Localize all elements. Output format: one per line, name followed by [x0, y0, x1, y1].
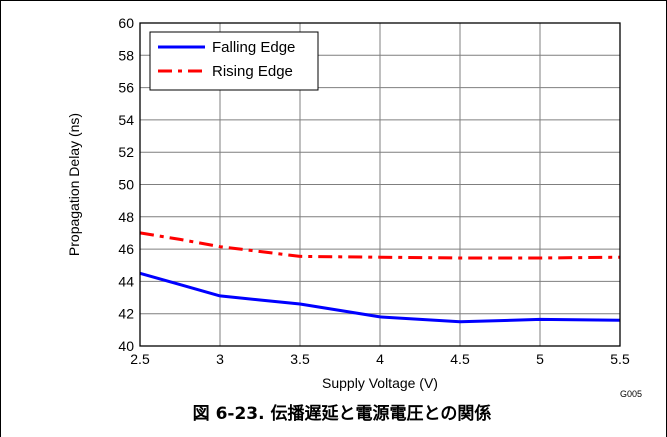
- legend-box: [149, 31, 319, 91]
- tick-labels: 2.5 3 3.5 4 4.5 5 5.5 40 42 44 46 48 50 52 54 56 58 60: [118, 15, 630, 367]
- plot-border: [139, 22, 621, 347]
- propagation-delay-chart: 2.5 3 3.5 4 4.5 5 5.5 40 42 44 46 48 50 52 54 56 58 60 Fa…: [66, 15, 642, 399]
- y-tick-label: 52: [118, 144, 134, 160]
- y-tick-label: 60: [118, 15, 134, 31]
- x-tick-label: 3.5: [290, 351, 310, 367]
- series-line-rising-edge: [139, 231, 621, 260]
- x-tick-label: 2.5: [130, 351, 150, 367]
- y-tick-label: 50: [118, 177, 134, 193]
- x-tick-label: 5: [536, 351, 544, 367]
- x-tick-label: 3: [216, 351, 224, 367]
- figure-code: G005: [620, 389, 642, 399]
- y-axis-label: Propagation Delay (ns): [66, 113, 82, 256]
- x-tick-label: 4: [376, 351, 384, 367]
- legend: Falling Edge Rising Edge: [149, 31, 319, 91]
- y-tick-label: 58: [118, 47, 134, 63]
- x-tick-label: 4.5: [450, 351, 470, 367]
- figure-caption: 図 6-23. 伝播遅延と電源電圧との関係: [193, 403, 492, 424]
- y-tick-label: 40: [118, 338, 134, 354]
- x-tick-label: 5.5: [610, 351, 630, 367]
- series-layer: [139, 231, 621, 324]
- y-tick-label: 44: [118, 273, 134, 289]
- y-tick-label: 56: [118, 80, 134, 96]
- y-tick-label: 42: [118, 306, 134, 322]
- series-line-falling-edge: [139, 271, 621, 324]
- y-tick-label: 46: [118, 241, 134, 257]
- x-axis-label: Supply Voltage (V): [322, 375, 438, 391]
- legend-label-rising-edge: Rising Edge: [212, 63, 293, 80]
- y-tick-label: 48: [118, 209, 134, 225]
- y-tick-label: 54: [118, 112, 134, 128]
- legend-label-falling-edge: Falling Edge: [212, 39, 295, 56]
